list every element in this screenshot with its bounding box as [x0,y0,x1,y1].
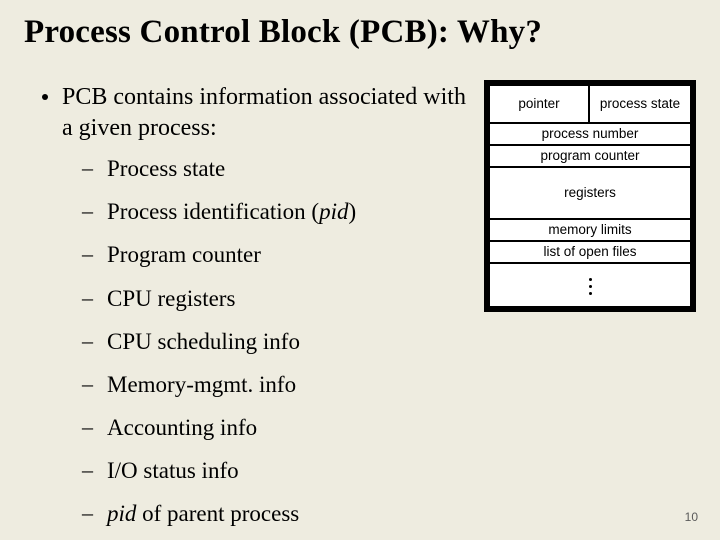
pcb-row-registers: registers [490,168,690,220]
pcb-row-open-files: list of open files [490,242,690,264]
list-item-label: Program counter [107,239,261,270]
list-item: – Process identification (pid) [82,196,476,227]
pcb-cell: registers [490,168,690,218]
pcb-cell: list of open files [490,242,690,262]
pcb-cell-pointer: pointer [490,86,590,122]
list-item-label: pid of parent process [107,498,299,529]
pcb-cell-process-state: process state [590,86,690,122]
list-item-label: Memory-mgmt. info [107,369,296,400]
dash-icon: – [82,153,93,183]
pcb-row-pointer-state: pointer process state [490,86,690,124]
list-item: – Memory-mgmt. info [82,369,476,400]
pcb-cell: program counter [490,146,690,166]
pcb-row-ellipsis [490,264,690,306]
list-item: – pid of parent process [82,498,476,529]
dash-icon: – [82,455,93,485]
page-number: 10 [685,510,698,524]
content-row: PCB contains information associated with… [24,82,696,540]
list-item-label: Process state [107,153,225,184]
list-item: – Accounting info [82,412,476,443]
page-title: Process Control Block (PCB): Why? [24,14,696,52]
dash-icon: – [82,326,93,356]
dash-icon: – [82,412,93,442]
dash-icon: – [82,196,93,226]
list-item: – Program counter [82,239,476,270]
pcb-row-program-counter: program counter [490,146,690,168]
list-item-label: CPU scheduling info [107,326,300,357]
dash-icon: – [82,283,93,313]
dash-icon: – [82,369,93,399]
bullet-column: PCB contains information associated with… [24,82,476,540]
vertical-ellipsis-icon [490,264,690,306]
pcb-cell: memory limits [490,220,690,240]
sublist: – Process state – Process identification… [82,153,476,528]
list-item-label: Accounting info [107,412,257,443]
pcb-diagram: pointer process state process number pro… [484,80,696,312]
dash-icon: – [82,498,93,528]
bullet-dot-icon [42,94,48,100]
pcb-table: pointer process state process number pro… [490,86,690,306]
dash-icon: – [82,239,93,269]
list-item: – I/O status info [82,455,476,486]
list-item: – CPU scheduling info [82,326,476,357]
list-item: – CPU registers [82,283,476,314]
slide: Process Control Block (PCB): Why? PCB co… [0,0,720,540]
pcb-row-memory-limits: memory limits [490,220,690,242]
list-item-label: I/O status info [107,455,239,486]
pcb-row-process-number: process number [490,124,690,146]
pcb-cell: process number [490,124,690,144]
intro-text: PCB contains information associated with… [62,82,476,143]
list-item-label: Process identification (pid) [107,196,356,227]
list-item-label: CPU registers [107,283,235,314]
intro-bullet: PCB contains information associated with… [42,82,476,143]
list-item: – Process state [82,153,476,184]
